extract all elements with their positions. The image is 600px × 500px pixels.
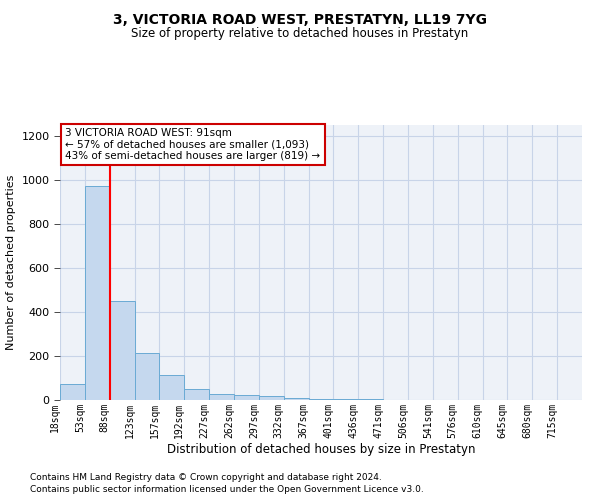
Bar [85, 186, 110, 400]
Text: Contains HM Land Registry data © Crown copyright and database right 2024.: Contains HM Land Registry data © Crown c… [30, 472, 382, 482]
Bar [308, 398, 334, 400]
Text: Contains public sector information licensed under the Open Government Licence v3: Contains public sector information licen… [30, 485, 424, 494]
Text: Distribution of detached houses by size in Prestatyn: Distribution of detached houses by size … [167, 442, 475, 456]
Bar [134, 352, 160, 400]
Bar [259, 396, 284, 400]
Text: Size of property relative to detached houses in Prestatyn: Size of property relative to detached ho… [131, 28, 469, 40]
Bar [334, 399, 358, 400]
Bar [284, 398, 308, 400]
Bar [209, 394, 234, 400]
Bar [60, 384, 85, 400]
Bar [160, 374, 184, 400]
Bar [184, 389, 209, 400]
Text: 3, VICTORIA ROAD WEST, PRESTATYN, LL19 7YG: 3, VICTORIA ROAD WEST, PRESTATYN, LL19 7… [113, 12, 487, 26]
Bar [234, 395, 259, 400]
Y-axis label: Number of detached properties: Number of detached properties [6, 175, 16, 350]
Bar [110, 301, 134, 400]
Text: 3 VICTORIA ROAD WEST: 91sqm
← 57% of detached houses are smaller (1,093)
43% of : 3 VICTORIA ROAD WEST: 91sqm ← 57% of det… [65, 128, 320, 161]
